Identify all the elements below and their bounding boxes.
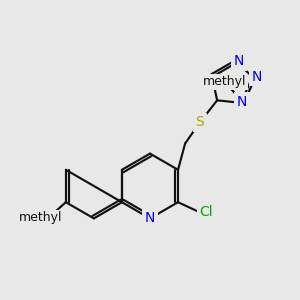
Text: N: N <box>234 54 244 68</box>
Text: Cl: Cl <box>199 205 213 219</box>
Text: N: N <box>145 212 155 225</box>
Text: methyl: methyl <box>19 211 62 224</box>
Text: N: N <box>252 70 262 84</box>
Text: methyl: methyl <box>203 75 247 88</box>
Text: N: N <box>237 95 247 109</box>
Text: S: S <box>196 115 204 129</box>
